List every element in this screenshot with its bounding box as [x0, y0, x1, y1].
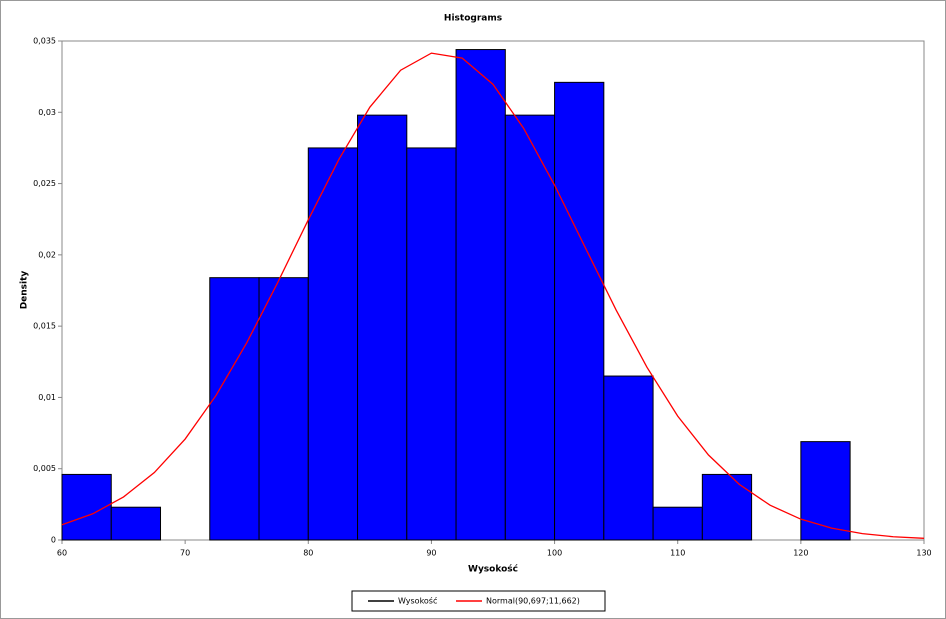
- y-tick-label: 0,03: [38, 108, 56, 117]
- y-tick-label: 0: [51, 536, 56, 545]
- y-tick-label: 0,02: [38, 250, 56, 259]
- legend-label: Normal(90,697;11,662): [486, 597, 580, 606]
- y-tick-label: 0,005: [33, 464, 56, 473]
- y-tick-label: 0,035: [33, 37, 56, 46]
- x-tick-label: 80: [303, 549, 313, 558]
- bar: [455, 49, 506, 541]
- x-tick-label: 90: [426, 549, 436, 558]
- y-tick-label: 0,015: [33, 322, 56, 331]
- y-axis-label: Density: [20, 271, 30, 310]
- bar: [554, 81, 605, 541]
- bar: [110, 506, 162, 541]
- bar: [61, 473, 112, 541]
- bar: [307, 147, 359, 541]
- normal-curve: [61, 52, 925, 539]
- x-tick-label: 120: [793, 549, 808, 558]
- bar: [258, 277, 309, 541]
- bar: [800, 441, 851, 541]
- x-tick-label: 60: [57, 549, 67, 558]
- bar: [406, 147, 457, 541]
- chart-title: Histograms: [444, 14, 502, 24]
- bar: [357, 114, 408, 541]
- bar: [209, 277, 260, 541]
- y-tick-label: 0,01: [38, 393, 56, 402]
- bar: [603, 375, 654, 541]
- x-tick-label: 100: [547, 549, 562, 558]
- x-tick-label: 70: [180, 549, 190, 558]
- bar: [701, 473, 753, 541]
- y-tick-label: 0,025: [33, 179, 56, 188]
- legend-label: Wysokość: [398, 596, 437, 606]
- x-axis-label: Wysokość: [468, 564, 519, 575]
- x-tick-label: 130: [916, 549, 931, 558]
- bar: [504, 114, 556, 541]
- bar: [652, 506, 703, 541]
- x-tick-label: 110: [670, 549, 685, 558]
